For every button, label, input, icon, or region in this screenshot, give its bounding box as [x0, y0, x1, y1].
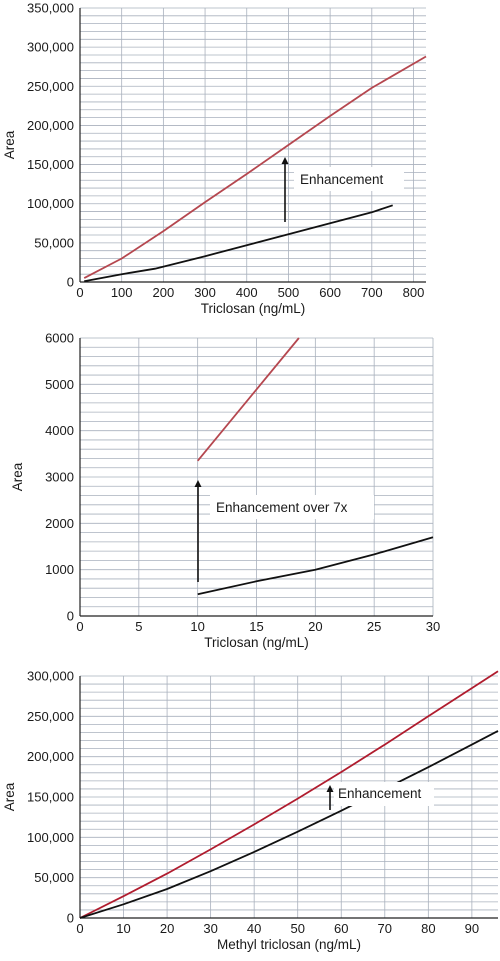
series-line-baseline: [79, 730, 499, 919]
x-tick-label: 500: [278, 285, 300, 300]
y-axis-label: Area: [2, 782, 17, 811]
y-tick-label: 200,000: [27, 118, 74, 133]
x-axis-label: Methyl triclosan (ng/mL): [217, 937, 361, 952]
y-tick-label: 50,000: [34, 870, 74, 885]
enhancement-label: Enhancement: [300, 172, 384, 187]
plot-area: [80, 8, 426, 282]
chart-triclosan-high: 0 50,000 100,000 150,000 200,000 250,000 300,0…: [2, 1, 427, 316]
y-tick-label: 4000: [45, 423, 74, 438]
x-tick-label: 800: [403, 285, 425, 300]
x-tick-label: 10: [116, 921, 130, 936]
series-line-enhanced: [197, 337, 300, 462]
y-tick-label: 250,000: [27, 709, 74, 724]
x-tick-label: 0: [76, 921, 83, 936]
x-tick-label: 400: [236, 285, 258, 300]
enhancement-label: Enhancement: [338, 786, 422, 801]
x-tick-label: 40: [247, 921, 261, 936]
y-axis-label: Area: [2, 130, 17, 159]
x-tick-label: 5: [135, 619, 142, 634]
y-tick-label: 5000: [45, 377, 74, 392]
x-tick-label: 25: [367, 619, 381, 634]
x-tick-label: 20: [308, 619, 322, 634]
y-tick-label: 250,000: [27, 79, 74, 94]
enhancement-arrow-head: [194, 480, 202, 487]
x-tick-label: 60: [334, 921, 348, 936]
series-line-enhanced: [79, 670, 499, 919]
y-tick-label: 0: [67, 911, 74, 926]
y-tick-label: 150,000: [27, 790, 74, 805]
y-tick-label: 100,000: [27, 196, 74, 211]
x-axis-label: Triclosan (ng/mL): [201, 301, 306, 316]
x-tick-label: 300: [194, 285, 216, 300]
x-tick-label: 15: [249, 619, 263, 634]
y-tick-label: 2000: [45, 516, 74, 531]
enhancement-label: Enhancement over 7x: [216, 500, 348, 515]
x-tick-label: 20: [160, 921, 174, 936]
y-tick-label: 1000: [45, 562, 74, 577]
y-tick-label: 200,000: [27, 749, 74, 764]
x-tick-label: 30: [426, 619, 440, 634]
x-tick-label: 0: [76, 285, 83, 300]
series-line-baseline: [84, 204, 393, 283]
x-tick-label: 0: [76, 619, 83, 634]
y-tick-label: 3000: [45, 470, 74, 485]
annotation-background: [210, 495, 374, 519]
annotation-background: [334, 782, 434, 806]
y-tick-label: 50,000: [34, 235, 74, 250]
y-tick-label: 0: [67, 609, 74, 624]
y-tick-label: 0: [67, 275, 74, 290]
x-tick-label: 600: [319, 285, 341, 300]
x-tick-label: 200: [153, 285, 175, 300]
x-tick-label: 10: [190, 619, 204, 634]
chart-triclosan-low: 0 1000 2000 3000 4000 5000 6000 0 5 10 15 20 25 30 Tri…: [10, 331, 440, 651]
series-line-baseline: [197, 536, 434, 596]
y-tick-label: 150,000: [27, 157, 74, 172]
enhancement-arrow-head: [326, 785, 334, 792]
enhancement-arrow-head: [281, 157, 289, 164]
y-tick-label: 6000: [45, 331, 74, 346]
y-tick-label: 350,000: [27, 1, 74, 16]
y-axis-label: Area: [10, 462, 25, 491]
x-axis-label: Triclosan (ng/mL): [204, 635, 309, 650]
annotation-background: [294, 167, 404, 191]
chart-methyl-triclosan: 0 50,000 100,000 150,000 200,000 250,000 300,0…: [2, 669, 499, 952]
x-tick-label: 70: [378, 921, 392, 936]
y-tick-label: 100,000: [27, 830, 74, 845]
x-tick-label: 80: [421, 921, 435, 936]
x-tick-label: 90: [465, 921, 479, 936]
x-tick-label: 50: [290, 921, 304, 936]
y-tick-label: 300,000: [27, 40, 74, 55]
x-tick-label: 100: [111, 285, 133, 300]
series-line-enhanced: [83, 55, 427, 279]
x-tick-label: 700: [361, 285, 383, 300]
y-tick-label: 300,000: [27, 669, 74, 684]
x-tick-label: 30: [203, 921, 217, 936]
